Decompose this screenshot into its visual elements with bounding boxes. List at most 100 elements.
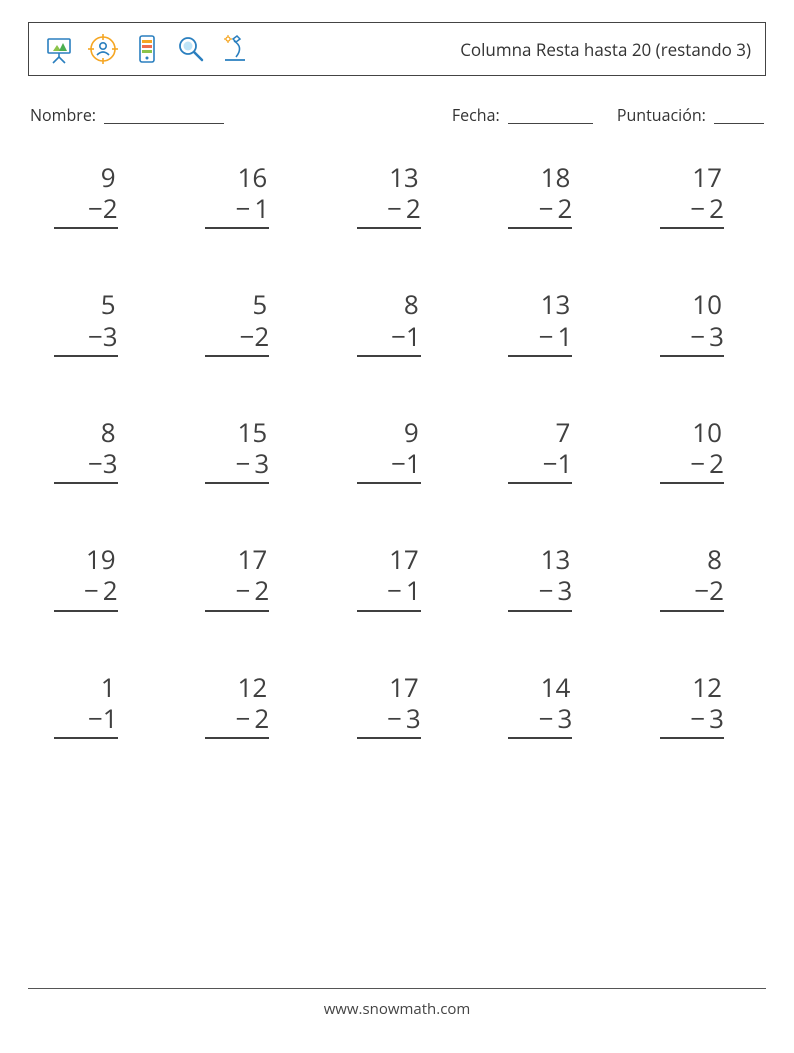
- subtrahend-row: −2: [235, 703, 269, 734]
- subtraction-problem: 9−1: [335, 417, 459, 484]
- subtrahend-row: −2: [690, 193, 724, 224]
- minuend: 13: [541, 289, 573, 320]
- answer-rule[interactable]: [205, 227, 269, 229]
- minus-sign: −: [84, 575, 99, 606]
- subtrahend: 3: [558, 575, 573, 606]
- subtraction-problem: 17−1: [335, 544, 459, 611]
- minus-sign: −: [539, 321, 554, 352]
- info-row: Nombre: Fecha: Puntuación:: [28, 104, 766, 126]
- name-blank[interactable]: [104, 123, 224, 124]
- minuend: 12: [237, 672, 269, 703]
- subtraction-problem: 12−2: [184, 672, 308, 739]
- subtrahend: 2: [254, 703, 269, 734]
- minus-sign: −: [88, 193, 103, 224]
- minuend: 1: [101, 672, 118, 703]
- minuend: 13: [541, 544, 573, 575]
- subtrahend: 2: [254, 321, 269, 352]
- subtrahend-row: −1: [391, 448, 421, 479]
- subtraction-problem: 10−2: [638, 417, 762, 484]
- subtrahend-row: −2: [239, 321, 269, 352]
- answer-rule[interactable]: [357, 482, 421, 484]
- subtrahend: 2: [103, 575, 118, 606]
- minuend: 9: [101, 162, 118, 193]
- subtrahend: 3: [254, 448, 269, 479]
- minuend: 17: [389, 544, 421, 575]
- subtrahend-row: −1: [539, 321, 573, 352]
- score-field: Puntuación:: [617, 104, 764, 126]
- subtrahend-row: −1: [543, 448, 573, 479]
- answer-rule[interactable]: [357, 355, 421, 357]
- subtraction-problem: 14−3: [487, 672, 611, 739]
- minus-sign: −: [235, 703, 250, 734]
- minus-sign: −: [391, 321, 406, 352]
- answer-rule[interactable]: [205, 355, 269, 357]
- minus-sign: −: [88, 321, 103, 352]
- date-blank[interactable]: [508, 123, 593, 124]
- answer-rule[interactable]: [205, 482, 269, 484]
- answer-rule[interactable]: [508, 737, 572, 739]
- minuend: 17: [389, 672, 421, 703]
- subtraction-problem: 19−2: [32, 544, 156, 611]
- answer-rule[interactable]: [660, 227, 724, 229]
- answer-rule[interactable]: [54, 227, 118, 229]
- answer-rule[interactable]: [54, 482, 118, 484]
- subtrahend: 1: [406, 448, 421, 479]
- answer-rule[interactable]: [508, 610, 572, 612]
- minus-sign: −: [543, 448, 558, 479]
- answer-rule[interactable]: [357, 737, 421, 739]
- answer-rule[interactable]: [54, 610, 118, 612]
- date-label: Fecha:: [452, 104, 500, 126]
- answer-rule[interactable]: [660, 610, 724, 612]
- name-label: Nombre:: [30, 104, 96, 126]
- minuend: 13: [389, 162, 421, 193]
- minus-sign: −: [387, 703, 402, 734]
- minuend: 8: [404, 289, 421, 320]
- subtrahend: 2: [558, 193, 573, 224]
- subtrahend-row: −1: [391, 321, 421, 352]
- minus-sign: −: [690, 703, 705, 734]
- subtraction-problem: 17−2: [638, 162, 762, 229]
- minus-sign: −: [539, 703, 554, 734]
- subtrahend-row: −3: [539, 703, 573, 734]
- score-blank[interactable]: [714, 123, 764, 124]
- subtraction-problem: 13−3: [487, 544, 611, 611]
- answer-rule[interactable]: [508, 482, 572, 484]
- subtraction-problem: 13−2: [335, 162, 459, 229]
- subtrahend-row: −1: [235, 193, 269, 224]
- answer-rule[interactable]: [205, 610, 269, 612]
- answer-rule[interactable]: [54, 355, 118, 357]
- answer-rule[interactable]: [660, 482, 724, 484]
- minus-sign: −: [235, 448, 250, 479]
- subtrahend-row: −3: [387, 703, 421, 734]
- answer-rule[interactable]: [660, 737, 724, 739]
- subtrahend: 1: [406, 575, 421, 606]
- minuend: 17: [692, 162, 724, 193]
- subtraction-problem: 17−3: [335, 672, 459, 739]
- minuend: 16: [237, 162, 269, 193]
- subtrahend-row: −2: [690, 448, 724, 479]
- minus-sign: −: [539, 575, 554, 606]
- answer-rule[interactable]: [508, 355, 572, 357]
- date-field: Fecha:: [452, 104, 593, 126]
- subtrahend-row: −3: [88, 321, 118, 352]
- minus-sign: −: [539, 193, 554, 224]
- subtrahend-row: −3: [88, 448, 118, 479]
- answer-rule[interactable]: [205, 737, 269, 739]
- phone-list-icon: [131, 33, 163, 65]
- minuend: 8: [101, 417, 118, 448]
- answer-rule[interactable]: [357, 610, 421, 612]
- subtrahend-row: −3: [235, 448, 269, 479]
- answer-rule[interactable]: [54, 737, 118, 739]
- answer-rule[interactable]: [357, 227, 421, 229]
- footer-url: www.snowmath.com: [0, 999, 794, 1019]
- subtrahend: 2: [103, 193, 118, 224]
- subtraction-problem: 8−3: [32, 417, 156, 484]
- subtrahend-row: −1: [88, 703, 118, 734]
- subtraction-problem: 12−3: [638, 672, 762, 739]
- subtraction-problem: 1−1: [32, 672, 156, 739]
- minuend: 9: [404, 417, 421, 448]
- magnifier-icon: [175, 33, 207, 65]
- answer-rule[interactable]: [508, 227, 572, 229]
- score-label: Puntuación:: [617, 104, 706, 126]
- answer-rule[interactable]: [660, 355, 724, 357]
